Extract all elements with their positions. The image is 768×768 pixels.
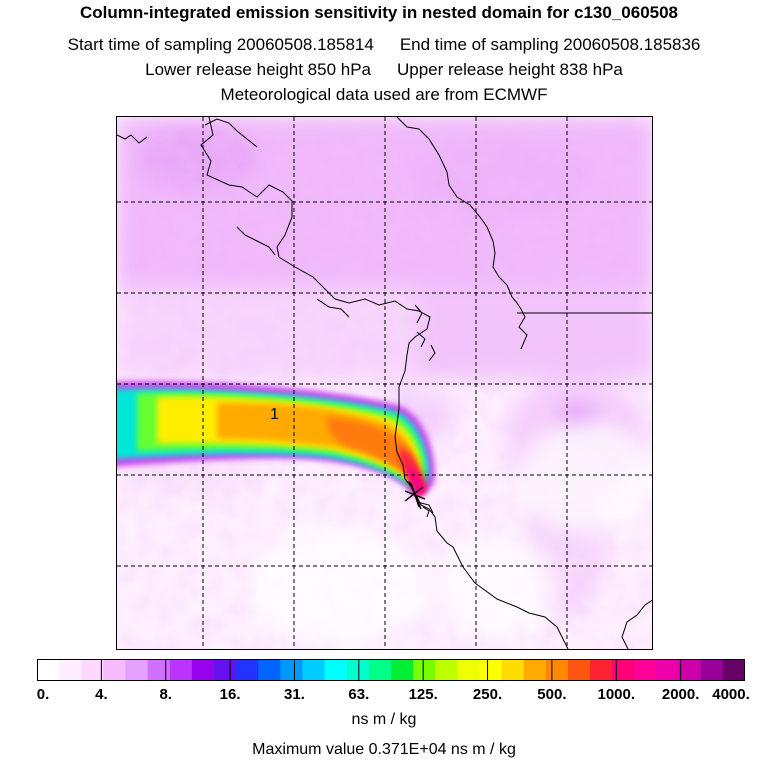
- colorbar-tick-label: 2000.: [661, 686, 700, 703]
- colorbar-swatch: [258, 659, 281, 681]
- sensitivity-map: 1: [116, 116, 653, 650]
- end-time-label: End time of sampling 20060508.185836: [399, 35, 701, 54]
- map-canvas: 1: [117, 117, 652, 649]
- colorbar-swatch: [457, 659, 481, 681]
- colorbar-swatch: [678, 659, 702, 681]
- colorbar-swatch: [634, 659, 658, 681]
- coastline: [117, 117, 652, 649]
- colorbar-swatch: [545, 659, 569, 681]
- colorbar-swatch: [656, 659, 680, 681]
- colorbar-tick-label: 0.: [36, 686, 50, 703]
- colorbar-swatch: [435, 659, 458, 681]
- colorbar-swatch: [214, 659, 237, 681]
- colorbar-swatch: [612, 659, 635, 681]
- colorbar-swatch: [147, 659, 171, 681]
- colorbar-swatch: [700, 659, 724, 681]
- colorbar-swatch: [81, 659, 104, 681]
- colorbar-swatch: [103, 659, 127, 681]
- colorbar-swatch: [191, 659, 215, 681]
- colorbar-swatch: [280, 659, 304, 681]
- upper-release-label: Upper release height 838 hPa: [397, 60, 623, 79]
- colorbar-swatch: [346, 659, 370, 681]
- colorbar-swatch: [479, 659, 503, 681]
- colorbar-units: ns m / kg: [351, 711, 417, 728]
- colorbar-swatch: [523, 659, 547, 681]
- colorbar-swatch: [413, 659, 436, 681]
- colorbar-tick-label: 31.: [284, 686, 305, 703]
- start-time-label: Start time of sampling 20060508.185814: [67, 35, 374, 54]
- colorbar-swatch: [368, 659, 392, 681]
- colorbar-swatch: [59, 659, 82, 681]
- met-data-label: Meteorological data used are from ECMWF: [220, 85, 548, 104]
- sampling-times: Start time of sampling 20060508.185814 En…: [0, 35, 768, 55]
- colorbar-swatch: [590, 659, 613, 681]
- colorbar-swatch: [324, 659, 348, 681]
- colorbar-swatch: [568, 659, 591, 681]
- colorbar-tick-label: 4000.: [712, 686, 750, 703]
- lat-lon-grid: [117, 117, 652, 649]
- emission-plume: [117, 381, 435, 496]
- colorbar-swatch: [169, 659, 193, 681]
- colorbar-tick-label: 16.: [219, 686, 241, 703]
- colorbar-tick-label: 8.: [159, 686, 172, 703]
- colorbar-swatch: [236, 659, 259, 681]
- colorbar-tick-label: 4.: [95, 686, 108, 703]
- colorbar-swatch: [37, 659, 60, 681]
- colorbar-swatch: [125, 659, 149, 681]
- release-point-marker: [404, 480, 426, 510]
- maximum-value-label: Maximum value 0.371E+04 ns m / kg: [252, 741, 516, 758]
- colorbar-swatch: [722, 659, 745, 681]
- clear-areas: [247, 422, 652, 647]
- colorbar-swatch: [302, 659, 326, 681]
- contour-label: 1: [270, 406, 279, 423]
- plot-title: Column-integrated emission sensitivity i…: [79, 3, 679, 22]
- colorbar-tick-label: 250.: [472, 686, 503, 703]
- colorbar-tick-label: 63.: [348, 686, 370, 703]
- colorbar-swatch: [501, 659, 525, 681]
- colorbar-tick-label: 125.: [408, 686, 438, 703]
- release-heights: Lower release height 850 hPa Upper releas…: [0, 60, 768, 80]
- colorbar-tick-label: 1000.: [597, 686, 636, 703]
- color-scale-bar: [37, 659, 745, 681]
- colorbar-swatch: [391, 659, 414, 681]
- lower-release-label: Lower release height 850 hPa: [145, 60, 371, 79]
- colorbar-tick-label: 500.: [537, 686, 567, 703]
